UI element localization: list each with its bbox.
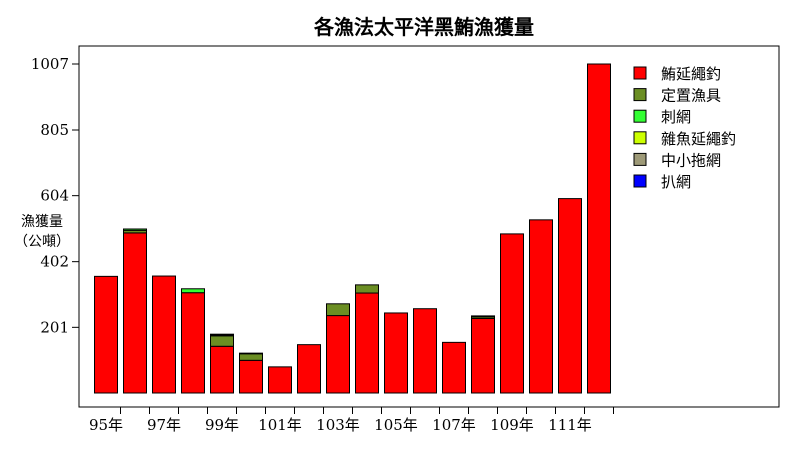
bar-segment (152, 275, 176, 394)
x-tick-label: 111年 (548, 416, 592, 434)
y-axis-label: 漁獲量 （公噸） (14, 214, 70, 250)
bar-segment (94, 275, 118, 394)
bar-stack (384, 312, 408, 394)
bar-segment (210, 335, 234, 347)
legend-swatch (633, 109, 647, 123)
y-axis: 201 402 604 805 1007 (31, 55, 79, 336)
bar-stack (210, 333, 234, 394)
bar-segment (471, 315, 495, 318)
bar-stack (587, 63, 611, 394)
x-tick-label: 109年 (490, 416, 534, 434)
bar-segment (442, 341, 466, 394)
bar-segment (123, 228, 147, 231)
legend-label: 扒網 (661, 173, 691, 191)
bar-stack (94, 275, 118, 394)
legend-swatch (633, 66, 647, 80)
x-tick-label: 97年 (147, 416, 181, 434)
bar-segment (123, 232, 147, 394)
x-tick-label: 99年 (205, 416, 239, 434)
bar-stack (442, 341, 466, 394)
bar-segment (355, 292, 379, 394)
legend-swatch (633, 131, 647, 145)
bar-stack (355, 284, 379, 394)
bar-stack (471, 315, 495, 394)
plot-frame (78, 45, 780, 408)
chart-title: 各漁法太平洋黑鮪漁獲量 (313, 15, 534, 39)
bar-stack (326, 303, 350, 394)
y-axis-label-line: 漁獲量 (21, 214, 63, 230)
bar-segment (413, 308, 437, 394)
y-tick-label: 1007 (31, 55, 69, 73)
bar-stack (181, 288, 205, 394)
bar-stack (152, 275, 176, 394)
bar-segment (239, 352, 263, 355)
x-tick-label: 107年 (432, 416, 476, 434)
legend-label: 鮪延繩釣 (661, 65, 721, 83)
x-tick-label: 103年 (316, 416, 360, 434)
bar-stack (413, 308, 437, 394)
bars (94, 63, 611, 394)
y-tick-label: 604 (40, 187, 69, 205)
bar-segment (326, 303, 350, 317)
x-tick-label: 105年 (374, 416, 418, 434)
bar-stack (558, 198, 582, 394)
bar-stack (123, 228, 147, 394)
bar-stack (529, 219, 553, 394)
y-tick-label: 805 (40, 121, 69, 139)
y-tick-label: 402 (40, 253, 69, 271)
y-axis-label-line: （公噸） (14, 234, 70, 250)
legend-label: 中小拖網 (661, 151, 721, 169)
legend-swatch (633, 88, 647, 102)
x-tick-label: 95年 (89, 416, 123, 434)
bar-segment (239, 353, 263, 361)
bar-segment (529, 219, 553, 394)
bar-segment (297, 344, 321, 394)
bar-segment (268, 366, 292, 394)
bar-segment (210, 333, 234, 336)
legend-label: 雜魚延繩釣 (661, 130, 736, 148)
legend-swatch (633, 174, 647, 188)
x-tick-label: 101年 (258, 416, 302, 434)
y-tick-label: 201 (40, 318, 69, 336)
bar-stack (239, 352, 263, 394)
bar-segment (239, 359, 263, 394)
bar-segment (181, 288, 205, 294)
legend-label: 刺網 (661, 108, 691, 126)
bar-segment (326, 315, 350, 394)
bar-stack (297, 344, 321, 394)
bar-segment (500, 233, 524, 394)
bar-stack (268, 366, 292, 394)
legend-swatch (633, 152, 647, 166)
x-axis: 95年 97年 99年 101年 103年 105年 107年 109年 111年 (89, 407, 614, 434)
bar-segment (181, 292, 205, 394)
bar-stack (500, 233, 524, 394)
bar-segment (384, 312, 408, 394)
bar-segment (587, 63, 611, 394)
bar-segment (210, 345, 234, 394)
bar-segment (355, 284, 379, 294)
bar-segment (471, 318, 495, 394)
legend-label: 定置漁具 (661, 87, 721, 105)
bar-segment (558, 198, 582, 394)
